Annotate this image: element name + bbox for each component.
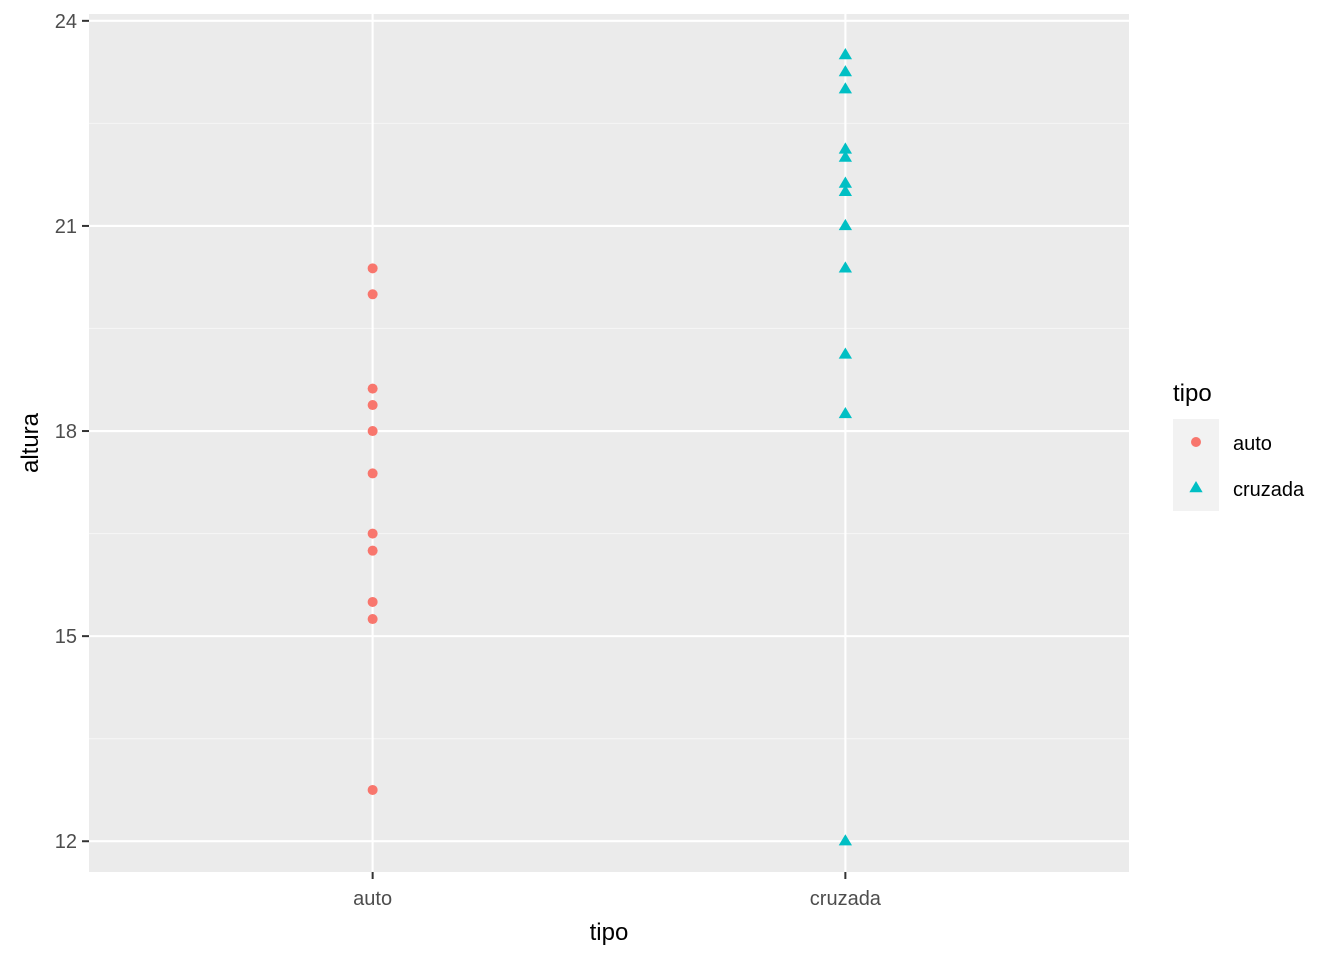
y-axis: 12 15 18 21 24: [55, 11, 89, 853]
legend-key-auto: [1191, 437, 1201, 447]
legend: tipo auto cruzada: [1173, 380, 1305, 511]
x-tick-label: cruzada: [810, 888, 882, 910]
data-point-auto: [367, 596, 378, 607]
data-point-auto: [367, 289, 378, 300]
data-point-cruzada: [838, 142, 853, 154]
y-tick-label: 18: [55, 421, 77, 443]
legend-title: tipo: [1173, 380, 1212, 407]
legend-label-cruzada: cruzada: [1233, 479, 1305, 501]
legend-keys: auto cruzada: [1173, 419, 1305, 511]
y-tick-label: 15: [55, 626, 77, 648]
x-axis-title: tipo: [590, 919, 629, 946]
data-point-auto: [367, 426, 378, 437]
data-point-auto: [367, 614, 378, 625]
data-point-auto: [367, 400, 378, 411]
data-point-auto: [367, 528, 378, 539]
legend-key-background: [1173, 419, 1219, 511]
x-axis: auto cruzada: [353, 872, 882, 910]
data-point-auto: [367, 545, 378, 556]
data-point-cruzada: [838, 150, 853, 162]
data-point-cruzada: [838, 261, 853, 273]
y-tick-label: 12: [55, 831, 77, 853]
data-point-cruzada: [838, 48, 853, 60]
y-tick-label: 24: [55, 11, 77, 33]
data-point-cruzada: [838, 65, 853, 77]
data-point-cruzada: [838, 82, 853, 94]
y-axis-title: altura: [17, 412, 44, 473]
legend-key-cruzada: [1189, 481, 1203, 493]
data-point-auto: [367, 784, 378, 795]
x-tick-label: auto: [353, 888, 392, 910]
data-point-auto: [367, 468, 378, 479]
plot-panel: [89, 14, 1129, 872]
minor-gridlines: [89, 122, 1129, 740]
data-point-cruzada: [838, 347, 853, 359]
data-point-cruzada: [838, 406, 853, 419]
data-point-cruzada: [838, 176, 853, 188]
data-point-auto: [367, 263, 378, 274]
y-tick-label: 21: [55, 216, 77, 238]
legend-label-auto: auto: [1233, 433, 1272, 455]
data-point-cruzada: [838, 834, 853, 846]
data-point-cruzada: [838, 184, 853, 196]
data-point-auto: [367, 383, 378, 394]
data-point-cruzada: [838, 218, 853, 231]
data-points: [367, 48, 853, 846]
